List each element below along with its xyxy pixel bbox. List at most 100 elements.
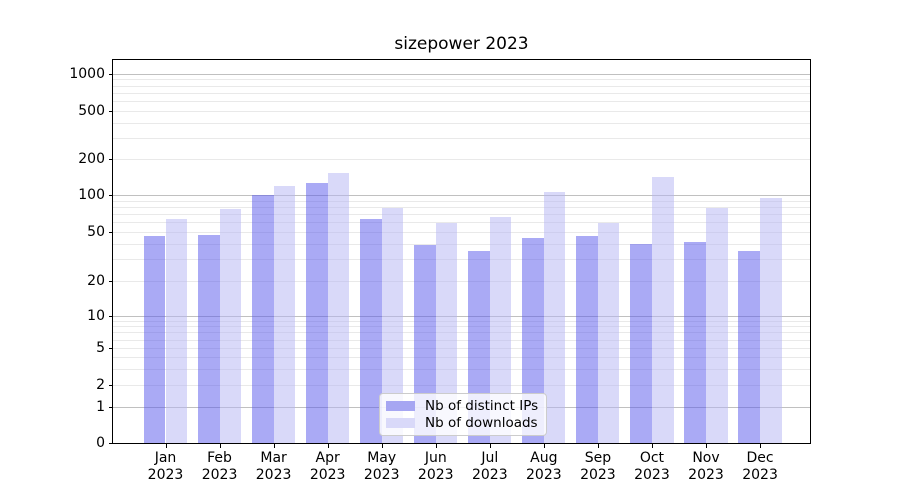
y-tick-label: 1 [96,399,105,416]
gridline [113,243,810,245]
gridline [113,368,810,370]
x-tick-year: 2023 [634,467,670,483]
y-axis-tick-labels: 0 1 2 5 10 20 50 100 200 500 1000 [0,0,105,500]
x-tick-month: Feb [207,450,232,466]
bar-distinct-ips-sep [576,236,598,443]
legend-item-distinct-ips: Nb of distinct IPs [386,398,539,415]
chart-title: sizepower 2023 [394,34,529,54]
x-tickmark [597,444,599,448]
x-tick-month: Aug [530,450,558,466]
x-tick-label: Apr 2023 [300,450,356,484]
bar-downloads-feb [219,209,242,443]
y-tick-label: 0 [96,435,105,451]
y-tickmark [109,195,113,196]
bar-downloads-mar [273,185,296,443]
bar-distinct-ips-aug [522,238,544,443]
bar-distinct-ips-apr [306,183,328,443]
x-tick-year: 2023 [147,467,184,483]
plot-area [112,59,811,444]
x-tickmark [165,444,167,448]
bar-distinct-ips-dec [738,250,761,443]
gridline [113,357,810,358]
x-tickmark [435,444,437,448]
x-tick-label: Oct 2023 [624,450,680,484]
gridline [113,85,810,87]
bar-downloads-jan [165,219,188,443]
gridline [113,339,810,341]
y-tick-label: 100 [78,187,105,203]
x-tickmark [760,444,762,448]
bar-downloads-apr [327,173,350,443]
bar-downloads-aug [543,191,566,443]
x-tickmark [381,444,383,448]
x-tick-month: Sep [584,450,612,466]
x-tick-year: 2023 [363,467,400,483]
gridline [113,213,810,215]
x-tick-label: Jun 2023 [408,450,464,484]
y-tick-label: 200 [78,151,105,167]
x-tick-label: Mar 2023 [246,450,302,484]
y-tickmark [109,111,113,112]
y-tick-label: 2 [96,377,105,393]
gridline [113,259,810,261]
x-tickmark [327,444,329,448]
legend-swatch-downloads [386,417,415,428]
bar-distinct-ips-oct [630,243,652,443]
gridline [113,159,810,160]
gridline [113,122,810,124]
legend-swatch-distinct-ips [386,401,415,412]
x-tick-label: Jan 2023 [138,450,194,484]
y-tickmark [109,443,113,444]
gridline [113,326,810,328]
bar-distinct-ips-feb [197,234,220,443]
legend-label-distinct-ips: Nb of distinct IPs [425,398,539,415]
gridline [113,101,810,103]
x-tickmark [651,444,653,448]
y-tick-label: 20 [87,273,105,289]
gridline [113,281,810,282]
gridline [113,221,810,223]
y-tick-label: 10 [87,308,105,324]
bar-downloads-oct [651,177,674,443]
legend-label-downloads: Nb of downloads [425,414,538,431]
y-tick-label: 500 [78,103,105,119]
y-tick-label: 5 [96,340,105,356]
x-tick-month: Apr [315,450,340,466]
legend: Nb of distinct IPs Nb of downloads [379,393,547,436]
bar-distinct-ips-may [360,219,382,443]
x-tick-year: 2023 [201,467,238,483]
bar-downloads-nov [706,208,728,443]
y-tickmark [109,348,113,349]
x-tick-label: May 2023 [354,450,410,484]
x-tick-year: 2023 [742,467,778,483]
x-tick-year: 2023 [255,467,292,483]
y-tickmark [109,316,113,317]
x-tick-year: 2023 [580,467,616,483]
gridline [113,92,810,94]
y-tickmark [109,407,113,409]
bar-downloads-jun [435,222,458,443]
gridline [113,320,810,322]
x-tick-year: 2023 [417,467,454,483]
gridline [113,73,810,75]
x-tickmark [489,444,491,448]
x-tick-year: 2023 [309,467,346,483]
y-tick-label: 1000 [69,65,105,82]
y-tick-label: 50 [87,223,105,240]
x-tick-month: Jan [154,450,177,466]
x-tick-year: 2023 [471,467,508,483]
x-tick-month: Dec [746,450,774,466]
x-tick-label: Jul 2023 [462,450,518,484]
x-tick-label: Feb 2023 [192,450,248,484]
gridline [113,137,810,139]
x-tick-month: Oct [639,450,665,466]
bar-downloads-jul [489,216,512,443]
gridline [113,332,810,334]
x-tickmark [706,444,707,448]
x-tick-label: Aug 2023 [516,450,572,484]
gridline [113,385,810,386]
x-tick-month: May [367,450,397,466]
x-tick-year: 2023 [526,467,562,483]
gridline [113,79,810,81]
x-tick-month: Nov [692,450,720,466]
